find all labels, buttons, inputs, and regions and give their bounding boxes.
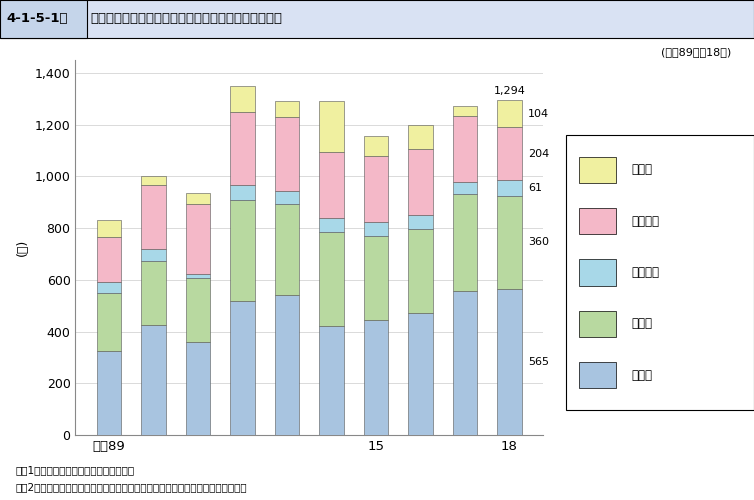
Bar (408, 124, 433, 149)
Bar (274, 102, 299, 117)
Bar (0, 0, 87, 38)
Bar (452, 194, 477, 292)
Bar (230, 86, 255, 112)
Text: 4-1-5-1図: 4-1-5-1図 (6, 12, 68, 25)
Text: その他: その他 (632, 164, 652, 176)
Bar (230, 200, 255, 300)
Text: 61: 61 (529, 183, 542, 193)
Text: 家庭内暴力に係る少年の就学・就労別認知件数の推移: 家庭内暴力に係る少年の就学・就労別認知件数の推移 (90, 12, 283, 25)
Bar (408, 314, 433, 435)
Text: 高校生: 高校生 (632, 318, 652, 330)
Bar (141, 325, 166, 435)
Bar (579, 362, 617, 388)
Text: 565: 565 (529, 357, 550, 367)
Bar (230, 300, 255, 435)
Bar (363, 156, 388, 222)
Text: 中学生: 中学生 (632, 368, 652, 382)
Text: (平成89年～18年): (平成89年～18年) (661, 48, 731, 58)
Bar (408, 149, 433, 215)
Y-axis label: (件): (件) (16, 239, 29, 256)
Text: 104: 104 (529, 109, 550, 119)
Bar (497, 289, 522, 435)
Bar (230, 186, 255, 200)
Text: 有職少年: 有職少年 (632, 266, 660, 279)
Bar (579, 260, 617, 285)
Bar (363, 136, 388, 156)
Bar (185, 342, 210, 435)
Bar (319, 218, 344, 232)
Text: 無職少年: 無職少年 (632, 214, 660, 228)
Bar (319, 152, 344, 218)
Bar (408, 230, 433, 314)
Bar (141, 186, 166, 249)
Bar (497, 196, 522, 289)
Bar (579, 208, 617, 234)
Bar (452, 116, 477, 182)
Bar (141, 176, 166, 186)
Bar (363, 320, 388, 435)
Bar (274, 117, 299, 190)
Text: 2　「その他」は，学生・生徒のうち，小学生，浪人生その他の学生を含む。: 2 「その他」は，学生・生徒のうち，小学生，浪人生その他の学生を含む。 (15, 482, 247, 492)
Bar (274, 204, 299, 296)
Bar (141, 261, 166, 325)
Text: 注、1　警察庁生活安全局の資料による。: 注、1 警察庁生活安全局の資料による。 (15, 465, 134, 475)
Bar (319, 232, 344, 326)
Bar (579, 156, 617, 183)
Bar (97, 282, 121, 292)
Bar (97, 237, 121, 282)
Bar (185, 278, 210, 342)
Text: 360: 360 (529, 238, 550, 248)
Bar (230, 112, 255, 186)
Bar (97, 292, 121, 352)
Bar (97, 220, 121, 237)
Bar (452, 106, 477, 116)
Bar (452, 182, 477, 194)
Bar (408, 215, 433, 230)
Text: 1,294: 1,294 (493, 86, 526, 96)
Bar (274, 296, 299, 435)
Bar (185, 274, 210, 278)
Bar (363, 222, 388, 236)
Bar (363, 236, 388, 320)
Bar (185, 194, 210, 204)
Bar (141, 249, 166, 261)
Bar (319, 102, 344, 152)
Text: 204: 204 (529, 148, 550, 158)
Bar (579, 310, 617, 337)
Bar (319, 326, 344, 435)
Bar (497, 127, 522, 180)
Bar (452, 292, 477, 435)
Bar (497, 100, 522, 127)
Bar (497, 180, 522, 196)
Bar (185, 204, 210, 274)
Bar (274, 190, 299, 203)
Bar (97, 352, 121, 435)
